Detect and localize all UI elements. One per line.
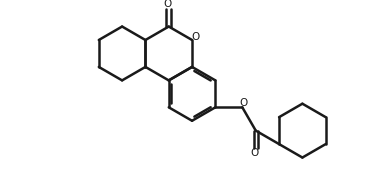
Text: O: O xyxy=(192,32,200,42)
Text: O: O xyxy=(164,0,172,10)
Text: O: O xyxy=(251,148,259,158)
Text: O: O xyxy=(239,97,247,108)
